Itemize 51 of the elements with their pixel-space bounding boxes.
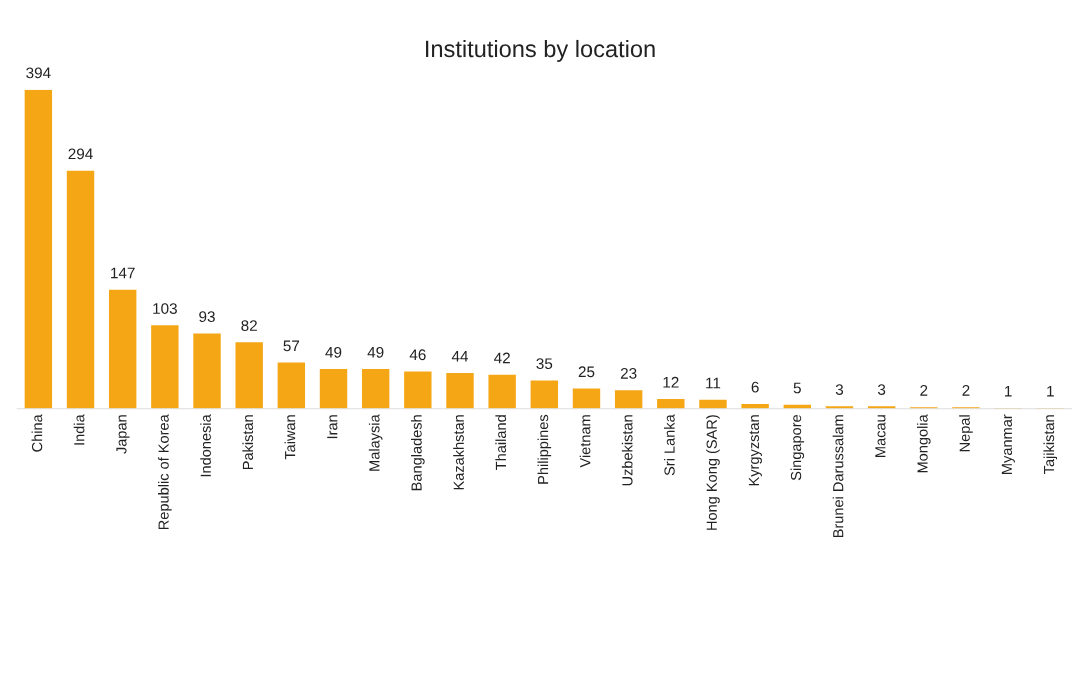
- data-label: 49: [367, 346, 384, 358]
- data-label: 3: [835, 384, 844, 395]
- x-tick-label: Sri Lanka: [664, 414, 675, 476]
- x-tick-label: Thailand: [495, 415, 507, 470]
- data-label: 25: [578, 366, 595, 378]
- data-label: 57: [283, 340, 300, 352]
- data-label: 6: [751, 381, 759, 393]
- data-label: 12: [663, 376, 679, 388]
- x-tick-label: China: [31, 414, 43, 452]
- x-tick-label: Taiwan: [284, 415, 296, 460]
- x-tick-label: Uzbekistan: [621, 415, 633, 486]
- data-label: 44: [451, 351, 469, 362]
- x-tick-label: Indonesia: [200, 414, 211, 477]
- data-label: 5: [793, 382, 801, 394]
- x-tick-label: Mongolia: [916, 414, 931, 473]
- x-tick-label: Philippines: [537, 414, 552, 484]
- data-label: 46: [409, 349, 426, 361]
- data-label: 2: [962, 384, 970, 396]
- data-label: 1: [1047, 385, 1054, 397]
- x-tick-label: Vietnam: [579, 415, 591, 468]
- x-tick-label: Kyrgyzstan: [748, 415, 762, 486]
- data-label: 147: [111, 267, 135, 279]
- data-label: 11: [706, 377, 721, 389]
- data-label: 394: [26, 67, 51, 79]
- data-label: 294: [68, 148, 93, 160]
- x-tick-label: Republic of Korea: [158, 414, 172, 530]
- x-tick-label: Myanmar: [1001, 414, 1015, 474]
- x-tick-label: India: [73, 414, 85, 445]
- x-tick-label: Japan: [116, 415, 130, 454]
- data-label: 42: [494, 352, 510, 364]
- data-label: 3: [877, 384, 886, 395]
- x-tick-label: Brunei Darussalam: [832, 415, 844, 538]
- x-tick-label: Hong Kong (SAR): [706, 415, 720, 530]
- x-tick-label: Tajikistan: [1043, 415, 1058, 474]
- x-tick-label: Iran: [327, 415, 338, 439]
- data-label: 82: [241, 320, 257, 331]
- x-tick-label: Bangladesh: [411, 415, 425, 491]
- chart-title: Institutions by location: [426, 39, 655, 62]
- x-tick-label: Macau: [875, 415, 886, 457]
- data-label: 103: [153, 303, 177, 314]
- x-tick-label: Pakistan: [242, 415, 254, 470]
- data-label: 2: [920, 384, 928, 396]
- x-tick-label: Malaysia: [368, 414, 383, 471]
- x-tick-label: Nepal: [959, 415, 973, 452]
- data-label: 23: [620, 367, 637, 379]
- x-tick-label: Singapore: [790, 414, 805, 481]
- data-label: 1: [1005, 385, 1012, 397]
- data-label: 35: [536, 358, 553, 370]
- x-tick-label: Kazakhstan: [453, 415, 464, 490]
- data-label: 49: [325, 346, 342, 358]
- data-label: 93: [199, 311, 215, 323]
